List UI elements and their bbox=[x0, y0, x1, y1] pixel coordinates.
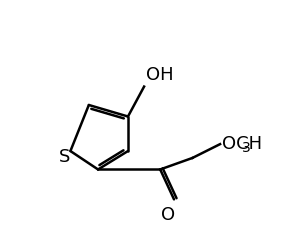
Text: OH: OH bbox=[146, 66, 174, 84]
Text: 3: 3 bbox=[242, 140, 251, 154]
Text: O: O bbox=[161, 206, 175, 224]
Text: S: S bbox=[59, 148, 70, 166]
Text: OCH: OCH bbox=[222, 135, 262, 153]
